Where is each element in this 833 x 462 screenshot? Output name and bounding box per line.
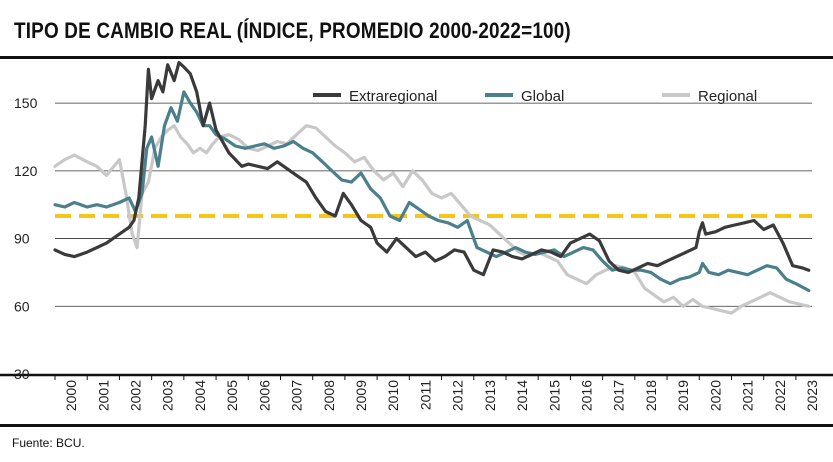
legend: Extraregional Global Regional [313, 88, 757, 105]
x-tick-label: 2013 [482, 380, 498, 411]
y-tick-label: 90 [14, 231, 30, 247]
x-tick-label: 2017 [611, 380, 627, 411]
x-tick-label: 2009 [353, 380, 369, 411]
x-axis: 2000 2001 2002 2003 2004 2005 2006 2007 2008 2009… [0, 373, 833, 411]
x-tick-label: 2020 [707, 380, 723, 411]
x-tick-label: 2002 [128, 380, 144, 411]
x-tick-label: 2008 [321, 380, 337, 411]
series-line-global [53, 90, 811, 293]
x-tick-label: 2018 [643, 380, 659, 411]
x-tick-label: 2019 [675, 380, 691, 411]
x-tick-label: 2003 [160, 380, 176, 411]
x-tick-label: 2005 [224, 380, 240, 411]
y-tick-label: 150 [14, 95, 38, 111]
bottom-rule [0, 424, 833, 427]
legend-label-regional: Regional [698, 88, 757, 105]
x-tick-label: 2010 [385, 380, 401, 411]
x-tick-label: 2016 [579, 380, 595, 411]
y-axis: 30 60 90 120 150 [14, 95, 38, 382]
x-tick-label: 2021 [740, 380, 756, 411]
x-tick-label: 2014 [514, 380, 530, 411]
x-tick-label: 2015 [546, 380, 562, 411]
series-lines [53, 60, 811, 315]
legend-label-global: Global [521, 88, 564, 105]
x-tick-label: 2023 [804, 380, 820, 411]
series-line-extraregional [53, 60, 811, 277]
x-tick-label: 2004 [192, 380, 208, 411]
top-rule [0, 56, 833, 59]
x-tick-label: 2011 [417, 380, 433, 410]
x-tick-label: 2007 [289, 380, 305, 411]
y-tick-label: 30 [14, 366, 30, 382]
gridlines [55, 102, 812, 307]
x-tick-label: 2000 [63, 380, 79, 411]
x-tick-label: 2001 [95, 380, 111, 411]
y-tick-label: 60 [14, 298, 30, 314]
legend-label-extraregional: Extraregional [349, 88, 437, 105]
chart-title: TIPO DE CAMBIO REAL (ÍNDICE, PROMEDIO 20… [14, 18, 571, 43]
series-line-regional [53, 124, 811, 315]
source-note: Fuente: BCU. [12, 436, 85, 450]
x-tick-label: 2022 [772, 380, 788, 411]
x-tick-label: 2006 [256, 380, 272, 411]
x-tick-label: 2012 [450, 380, 466, 411]
y-tick-label: 120 [14, 163, 38, 179]
